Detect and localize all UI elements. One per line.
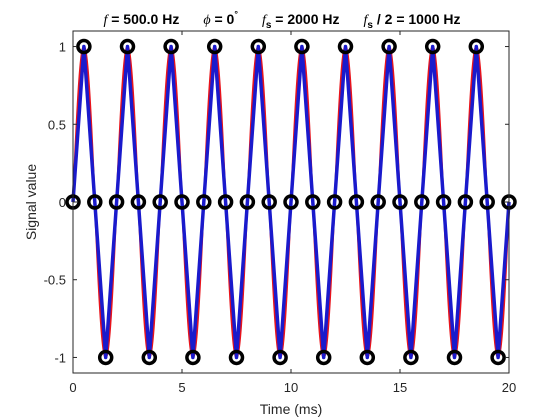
sample-point xyxy=(424,38,441,55)
sample-point xyxy=(294,38,310,55)
title-f-symbol: f xyxy=(103,13,109,28)
sample-point xyxy=(76,38,92,55)
chart-title: f = 500.0 Hz ϕ = 0° fs = 2000 Hz fs / 2 = 1… xyxy=(103,9,460,31)
sample-point xyxy=(435,194,452,210)
x-tick-label: 0 xyxy=(69,380,76,395)
title-nyquist-symbol: f xyxy=(364,13,370,28)
sample-point xyxy=(217,194,234,210)
title-nyquist: / 2 = 1000 Hz xyxy=(373,11,461,27)
sample-point xyxy=(87,194,103,210)
y-tick-label: -1 xyxy=(54,350,66,365)
title-degree-symbol: ° xyxy=(234,9,238,19)
sample-point xyxy=(228,349,245,366)
title-frequency: = 500.0 Hz xyxy=(107,11,179,27)
title-fs-symbol: f xyxy=(262,13,268,28)
marker-layer xyxy=(65,38,517,366)
y-tick-label: 0 xyxy=(59,195,66,210)
sample-point xyxy=(305,194,321,210)
x-tick-label: 20 xyxy=(502,380,516,395)
sample-point xyxy=(414,194,430,210)
title-nyquist-subscript: s xyxy=(367,20,373,31)
sample-point xyxy=(370,194,386,210)
sample-point xyxy=(337,38,354,55)
sample-point xyxy=(239,194,256,210)
y-tick-label: -0.5 xyxy=(44,273,66,288)
sample-point xyxy=(97,349,114,366)
sample-point xyxy=(250,38,267,55)
sample-point xyxy=(457,194,474,210)
sampled-signal-line xyxy=(71,44,511,360)
sample-point xyxy=(381,38,397,55)
x-axis-label: Time (ms) xyxy=(260,401,322,417)
sample-point xyxy=(446,349,463,366)
sample-point xyxy=(141,349,158,366)
sample-point xyxy=(206,38,223,55)
title-fs-subscript: s xyxy=(266,20,272,31)
y-tick-label: 0.5 xyxy=(48,117,66,132)
sample-point xyxy=(490,349,506,366)
sample-point xyxy=(152,194,168,210)
x-tick-label: 15 xyxy=(393,380,407,395)
y-axis-label: Signal value xyxy=(23,164,39,240)
sample-point xyxy=(359,349,376,366)
sample-point xyxy=(468,38,485,55)
sample-point xyxy=(130,194,147,210)
sample-point xyxy=(196,194,212,210)
sample-point xyxy=(119,38,136,55)
sample-point xyxy=(174,194,190,210)
x-tick-label: 10 xyxy=(284,380,298,395)
sample-point xyxy=(163,38,179,55)
y-tick-label: 1 xyxy=(59,40,66,55)
title-phase: = 0 xyxy=(211,11,235,27)
title-sampling-rate: = 2000 Hz xyxy=(271,11,339,27)
sample-point xyxy=(392,194,408,210)
series-layer xyxy=(71,44,511,360)
sample-point xyxy=(185,349,201,366)
sample-point xyxy=(315,349,332,366)
sample-point xyxy=(261,194,277,210)
tick-layer: 0 5 10 15 20 -1 -0.5 0 0.5 1 xyxy=(44,31,516,395)
sample-point xyxy=(348,194,365,210)
title-phi-symbol: ϕ xyxy=(203,13,210,28)
sample-point xyxy=(479,194,495,210)
sample-point xyxy=(108,194,125,210)
x-tick-label: 5 xyxy=(178,380,185,395)
sample-point xyxy=(326,194,343,210)
sample-point xyxy=(283,194,299,210)
sample-point xyxy=(272,349,288,366)
sample-point xyxy=(403,349,419,366)
